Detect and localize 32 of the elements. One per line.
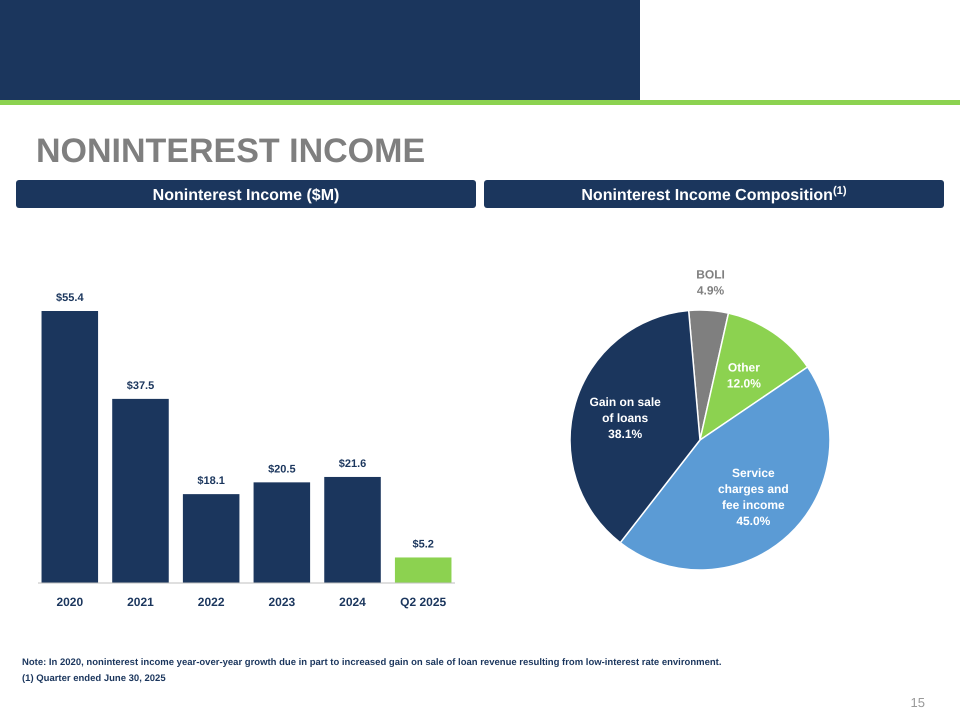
slice-label: Gain on sale of loans xyxy=(590,394,662,425)
chart-title: NONINTEREST INCOME xyxy=(36,132,426,170)
x-tick-label: 2023 xyxy=(268,595,296,609)
slice-label: Other xyxy=(728,360,760,375)
bar xyxy=(42,311,98,583)
text: 15 xyxy=(910,695,925,710)
chart-subtitle: Noninterest Income ($M) xyxy=(152,187,340,204)
x-tick-label: 2022 xyxy=(198,595,225,609)
bar xyxy=(112,398,169,583)
bar xyxy=(324,476,381,583)
bar xyxy=(394,557,452,583)
data-label: $55.4 xyxy=(56,292,84,304)
data-label: $20.5 xyxy=(268,463,296,476)
data-label: 45.0% xyxy=(736,514,771,528)
data-label: $37.5 xyxy=(126,380,154,392)
x-tick-label: 2020 xyxy=(56,595,84,609)
bar xyxy=(182,494,240,583)
bar xyxy=(254,482,310,583)
data-label: 38.1% xyxy=(608,426,643,441)
text: Note: In 2020, noninterest income year-over-year growth due in part to increased gain on sale of loan revenue resulting from low-interest rate environment. xyxy=(22,657,722,668)
text: (1) Quarter ended June 30, 2025 xyxy=(22,673,166,684)
data-label: 12.0% xyxy=(726,376,762,391)
chart-subtitle: Noninterest Income Composition$^{(1)}$ xyxy=(581,185,847,204)
x-tick-label: 2021 xyxy=(127,595,154,609)
x-tick-label: 2024 xyxy=(339,595,366,609)
slice-label: BOLI xyxy=(696,267,725,282)
data-label: $18.1 xyxy=(197,475,225,488)
x-tick-label: Q2 2025 xyxy=(400,595,447,609)
data-label: $21.6 xyxy=(338,458,366,470)
slice-label: Service charges and fee income xyxy=(718,466,789,512)
data-label: $5.2 xyxy=(412,538,434,550)
data-label: 4.9% xyxy=(696,283,725,298)
